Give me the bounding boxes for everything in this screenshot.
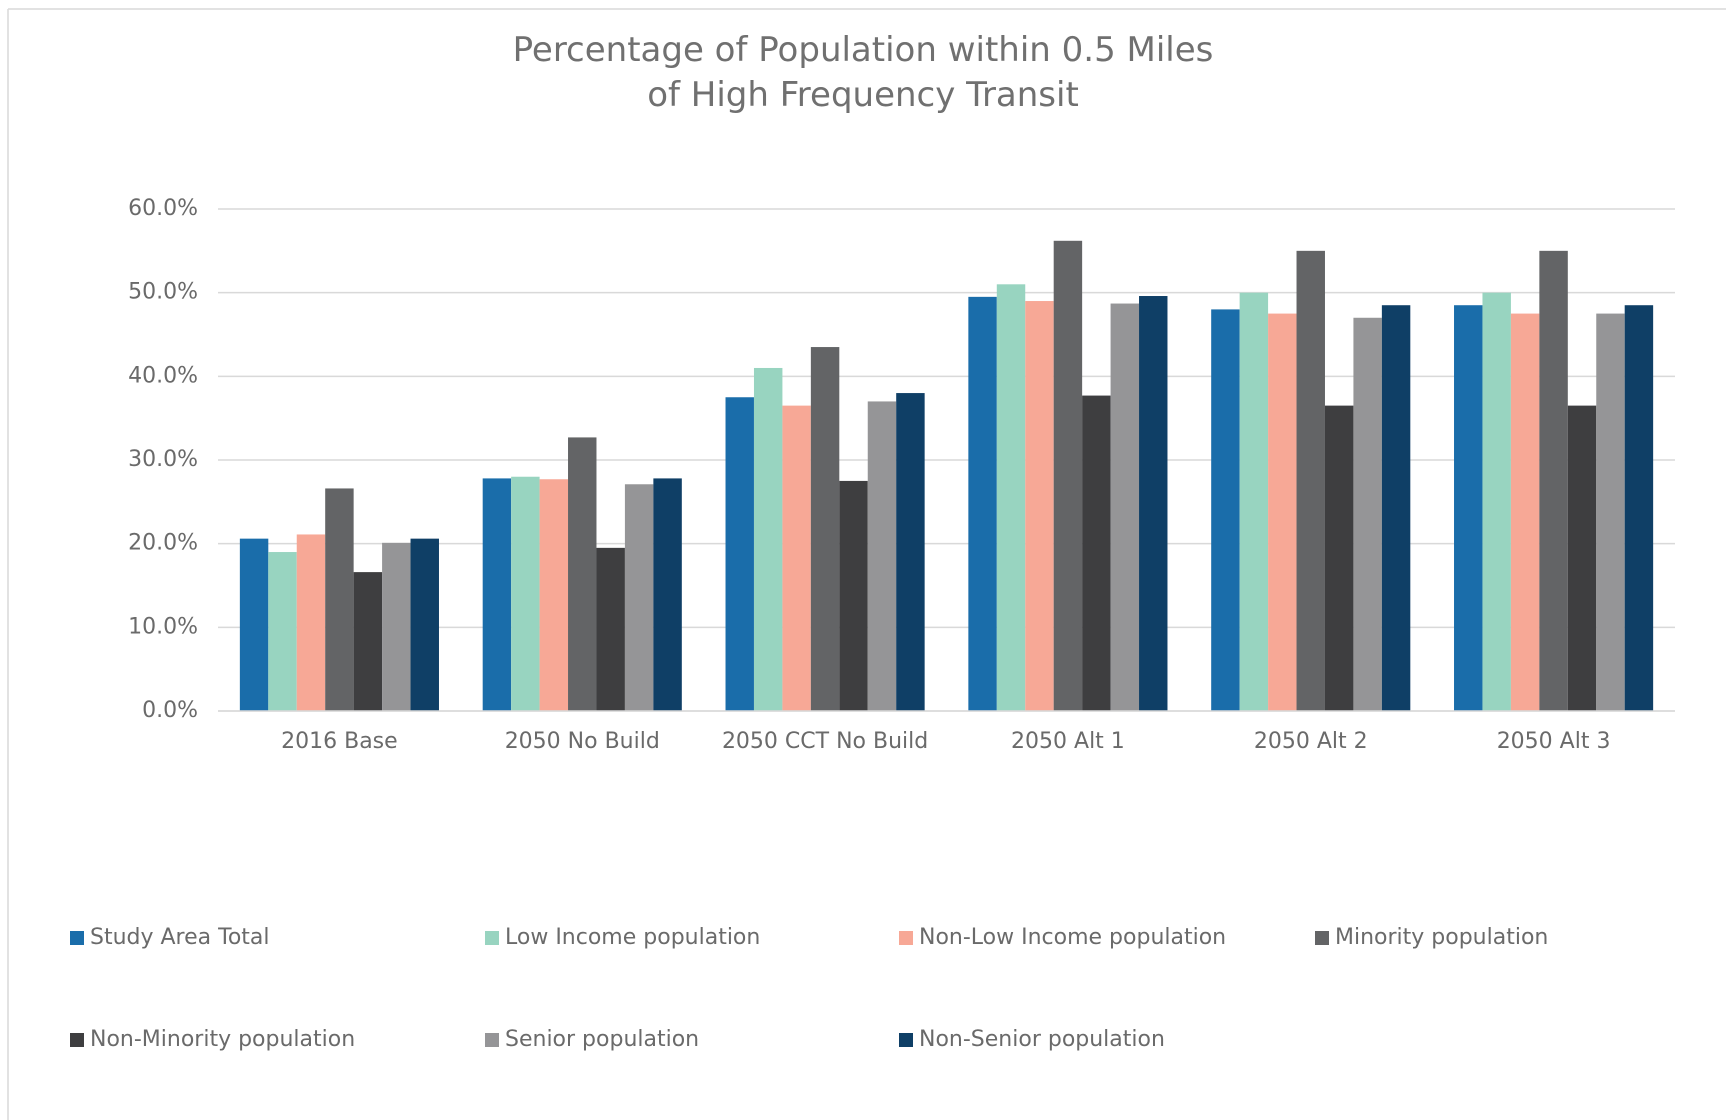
- legend-swatch: [899, 931, 913, 945]
- bar: [1139, 296, 1168, 711]
- x-tick-label: 2050 CCT No Build: [722, 729, 928, 754]
- bar: [896, 393, 925, 711]
- bar: [1539, 250, 1568, 712]
- bar: [1296, 250, 1325, 712]
- y-tick-label: 50.0%: [128, 280, 198, 305]
- bar: [753, 367, 783, 711]
- legend-swatch: [1315, 931, 1329, 945]
- bar: [1567, 405, 1597, 711]
- x-tick-label: 2050 Alt 2: [1254, 729, 1368, 754]
- chart-title: Percentage of Population within 0.5 Mile…: [512, 30, 1214, 115]
- bar: [1053, 240, 1083, 711]
- bar: [410, 538, 439, 711]
- legend-swatch: [485, 931, 499, 945]
- bar: [1454, 305, 1483, 711]
- bar: [239, 538, 269, 711]
- legend-swatch: [70, 931, 84, 945]
- bar: [1482, 292, 1511, 711]
- bar: [839, 480, 868, 711]
- bar: [996, 284, 1026, 711]
- bar: [1211, 309, 1240, 711]
- legend-swatch: [485, 1033, 499, 1047]
- bar: [1353, 317, 1382, 711]
- y-tick-label: 30.0%: [128, 447, 198, 472]
- bar: [1268, 313, 1297, 711]
- bar: [1110, 303, 1140, 711]
- x-tick-label: 2050 Alt 1: [1011, 729, 1125, 754]
- legend-swatch: [899, 1033, 913, 1047]
- y-tick-label: 0.0%: [142, 698, 198, 723]
- y-tick-label: 60.0%: [128, 196, 198, 221]
- bar: [1324, 405, 1354, 711]
- legend-label: Low Income population: [505, 925, 760, 950]
- legend-label: Study Area Total: [90, 925, 270, 950]
- bar: [653, 478, 682, 711]
- bar: [1082, 395, 1111, 711]
- bar: [353, 572, 383, 711]
- bar: [511, 476, 540, 711]
- y-tick-label: 20.0%: [128, 531, 198, 556]
- bar: [268, 552, 297, 711]
- bar: [1239, 292, 1269, 711]
- bar: [382, 542, 411, 711]
- bar: [1025, 301, 1054, 711]
- bar: [539, 479, 569, 711]
- y-tick-label: 10.0%: [128, 614, 198, 639]
- bar: [810, 347, 840, 711]
- bar: [296, 534, 326, 711]
- bar: [1510, 313, 1540, 711]
- x-tick-label: 2016 Base: [281, 729, 398, 754]
- bar: [325, 488, 354, 711]
- bar: [968, 296, 997, 711]
- x-tick-label: 2050 No Build: [505, 729, 660, 754]
- bar: [1381, 305, 1411, 711]
- legend-label: Non-Senior population: [919, 1027, 1165, 1052]
- bar: [568, 437, 597, 711]
- bar: [624, 484, 654, 711]
- legend-label: Non-Low Income population: [919, 925, 1226, 950]
- bar: [1624, 305, 1654, 711]
- bar: [482, 478, 512, 711]
- bar: [725, 397, 754, 711]
- legend-label: Non-Minority population: [90, 1027, 355, 1052]
- x-tick-label: 2050 Alt 3: [1497, 729, 1611, 754]
- legend-swatch: [70, 1033, 84, 1047]
- bar: [1596, 313, 1625, 711]
- legend-label: Senior population: [505, 1027, 699, 1052]
- bar: [782, 405, 811, 711]
- legend-label: Minority population: [1335, 925, 1548, 950]
- bar: [867, 401, 897, 711]
- bar: [596, 547, 625, 711]
- y-tick-label: 40.0%: [128, 363, 198, 388]
